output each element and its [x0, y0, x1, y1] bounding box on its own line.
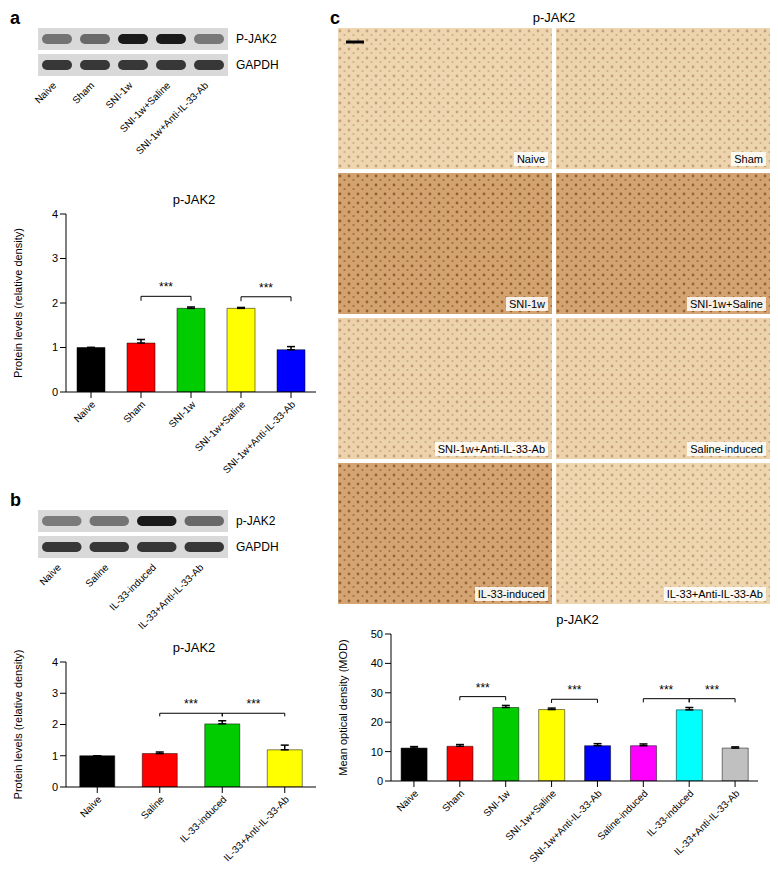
html-text:p-JAK2: p-JAK2: [532, 10, 576, 25]
html-text:Naive: Naive: [516, 153, 545, 165]
svg-text:30: 30: [371, 687, 383, 699]
svg-text:50: 50: [371, 628, 383, 640]
html-text:IL-33+Anti-IL-33-Ab: IL-33+Anti-IL-33-Ab: [666, 588, 763, 600]
svg-text:SNI-1w: SNI-1w: [166, 398, 198, 430]
html-text:SNI-1w+Saline: SNI-1w+Saline: [689, 298, 763, 310]
svg-text:***: ***: [705, 683, 719, 697]
html-text:p-JAK2: p-JAK2: [172, 192, 216, 207]
svg-text:Saline: Saline: [83, 561, 111, 589]
html-text:Saline-induced: Saline-induced: [690, 443, 763, 455]
svg-text:Naive: Naive: [72, 398, 98, 424]
svg-text:Protein levels (relative densi: Protein levels (relative density): [12, 650, 24, 800]
svg-text:3: 3: [52, 687, 58, 699]
svg-text:40: 40: [371, 657, 383, 669]
svg-text:SNI-1w+Anti-IL-33-Ab: SNI-1w+Anti-IL-33-Ab: [221, 398, 298, 475]
svg-text:***: ***: [476, 681, 490, 695]
svg-text:IL-33-induced: IL-33-induced: [178, 794, 229, 845]
svg-text:***: ***: [246, 697, 260, 711]
html-text:a: a: [10, 8, 20, 28]
svg-text:IL-33-induced: IL-33-induced: [645, 788, 696, 839]
html-text:IL-33-induced: IL-33-induced: [477, 588, 545, 600]
svg-text:Sham: Sham: [121, 399, 147, 425]
svg-text:***: ***: [567, 683, 581, 697]
svg-text:0: 0: [52, 781, 58, 793]
svg-text:Sham: Sham: [70, 80, 96, 106]
svg-text:Naive: Naive: [37, 561, 63, 587]
svg-text:SNI-1w: SNI-1w: [481, 787, 513, 819]
svg-text:IL-33+Anti-IL-33-Ab: IL-33+Anti-IL-33-Ab: [672, 787, 742, 857]
svg-text:Mean optical density (MOD): Mean optical density (MOD): [337, 639, 349, 775]
svg-text:1: 1: [52, 341, 58, 353]
html-text:p-JAK2: p-JAK2: [556, 612, 599, 627]
svg-text:2: 2: [52, 718, 58, 730]
svg-text:***: ***: [659, 683, 673, 697]
svg-text:***: ***: [259, 281, 273, 295]
svg-text:p-JAK2: p-JAK2: [236, 514, 276, 528]
svg-text:GAPDH: GAPDH: [236, 540, 279, 554]
html-text:SNI-1w: SNI-1w: [508, 298, 545, 310]
svg-text:3: 3: [52, 252, 58, 264]
svg-text:IL-33+Anti-IL-33-Ab: IL-33+Anti-IL-33-Ab: [221, 793, 291, 863]
svg-text:SNI-1w+Saline: SNI-1w+Saline: [117, 79, 173, 135]
svg-text:Naive: Naive: [78, 793, 104, 819]
svg-text:P-JAK2: P-JAK2: [236, 32, 277, 46]
svg-text:4: 4: [52, 656, 58, 668]
svg-text:SNI-1w: SNI-1w: [103, 79, 135, 111]
svg-text:SNI-1w+Anti-IL-33-Ab: SNI-1w+Anti-IL-33-Ab: [134, 79, 211, 156]
svg-text:GAPDH: GAPDH: [236, 58, 279, 72]
svg-text:Naive: Naive: [33, 79, 59, 105]
svg-text:4: 4: [52, 208, 58, 220]
svg-text:SNI-1w+Anti-IL-33-Ab: SNI-1w+Anti-IL-33-Ab: [527, 787, 604, 864]
svg-text:***: ***: [159, 280, 173, 294]
svg-text:Sham: Sham: [440, 788, 466, 814]
svg-text:1: 1: [52, 750, 58, 762]
svg-text:Protein levels (relative densi: Protein levels (relative density): [12, 228, 24, 378]
html-text:c: c: [330, 8, 340, 28]
html-text:b: b: [10, 490, 21, 510]
svg-text:IL-33+Anti-IL-33-Ab: IL-33+Anti-IL-33-Ab: [136, 561, 206, 631]
svg-text:IL-33-induced: IL-33-induced: [107, 562, 158, 613]
svg-text:Saline: Saline: [139, 793, 167, 821]
svg-text:***: ***: [184, 697, 198, 711]
svg-text:2: 2: [52, 297, 58, 309]
svg-text:0: 0: [52, 386, 58, 398]
svg-text:SNI-1w+Saline: SNI-1w+Saline: [503, 787, 558, 843]
svg-text:Naive: Naive: [395, 787, 421, 813]
html-text:p-JAK2: p-JAK2: [172, 640, 216, 655]
svg-text:0: 0: [377, 775, 383, 787]
svg-text:20: 20: [371, 716, 383, 728]
svg-text:Saline-induced: Saline-induced: [595, 788, 650, 843]
svg-text:10: 10: [371, 746, 383, 758]
html-text:Sham: Sham: [734, 153, 763, 165]
svg-text:SNI-1w+Saline: SNI-1w+Saline: [193, 398, 248, 453]
html-text:SNI-1w+Anti-IL-33-Ab: SNI-1w+Anti-IL-33-Ab: [437, 443, 545, 455]
